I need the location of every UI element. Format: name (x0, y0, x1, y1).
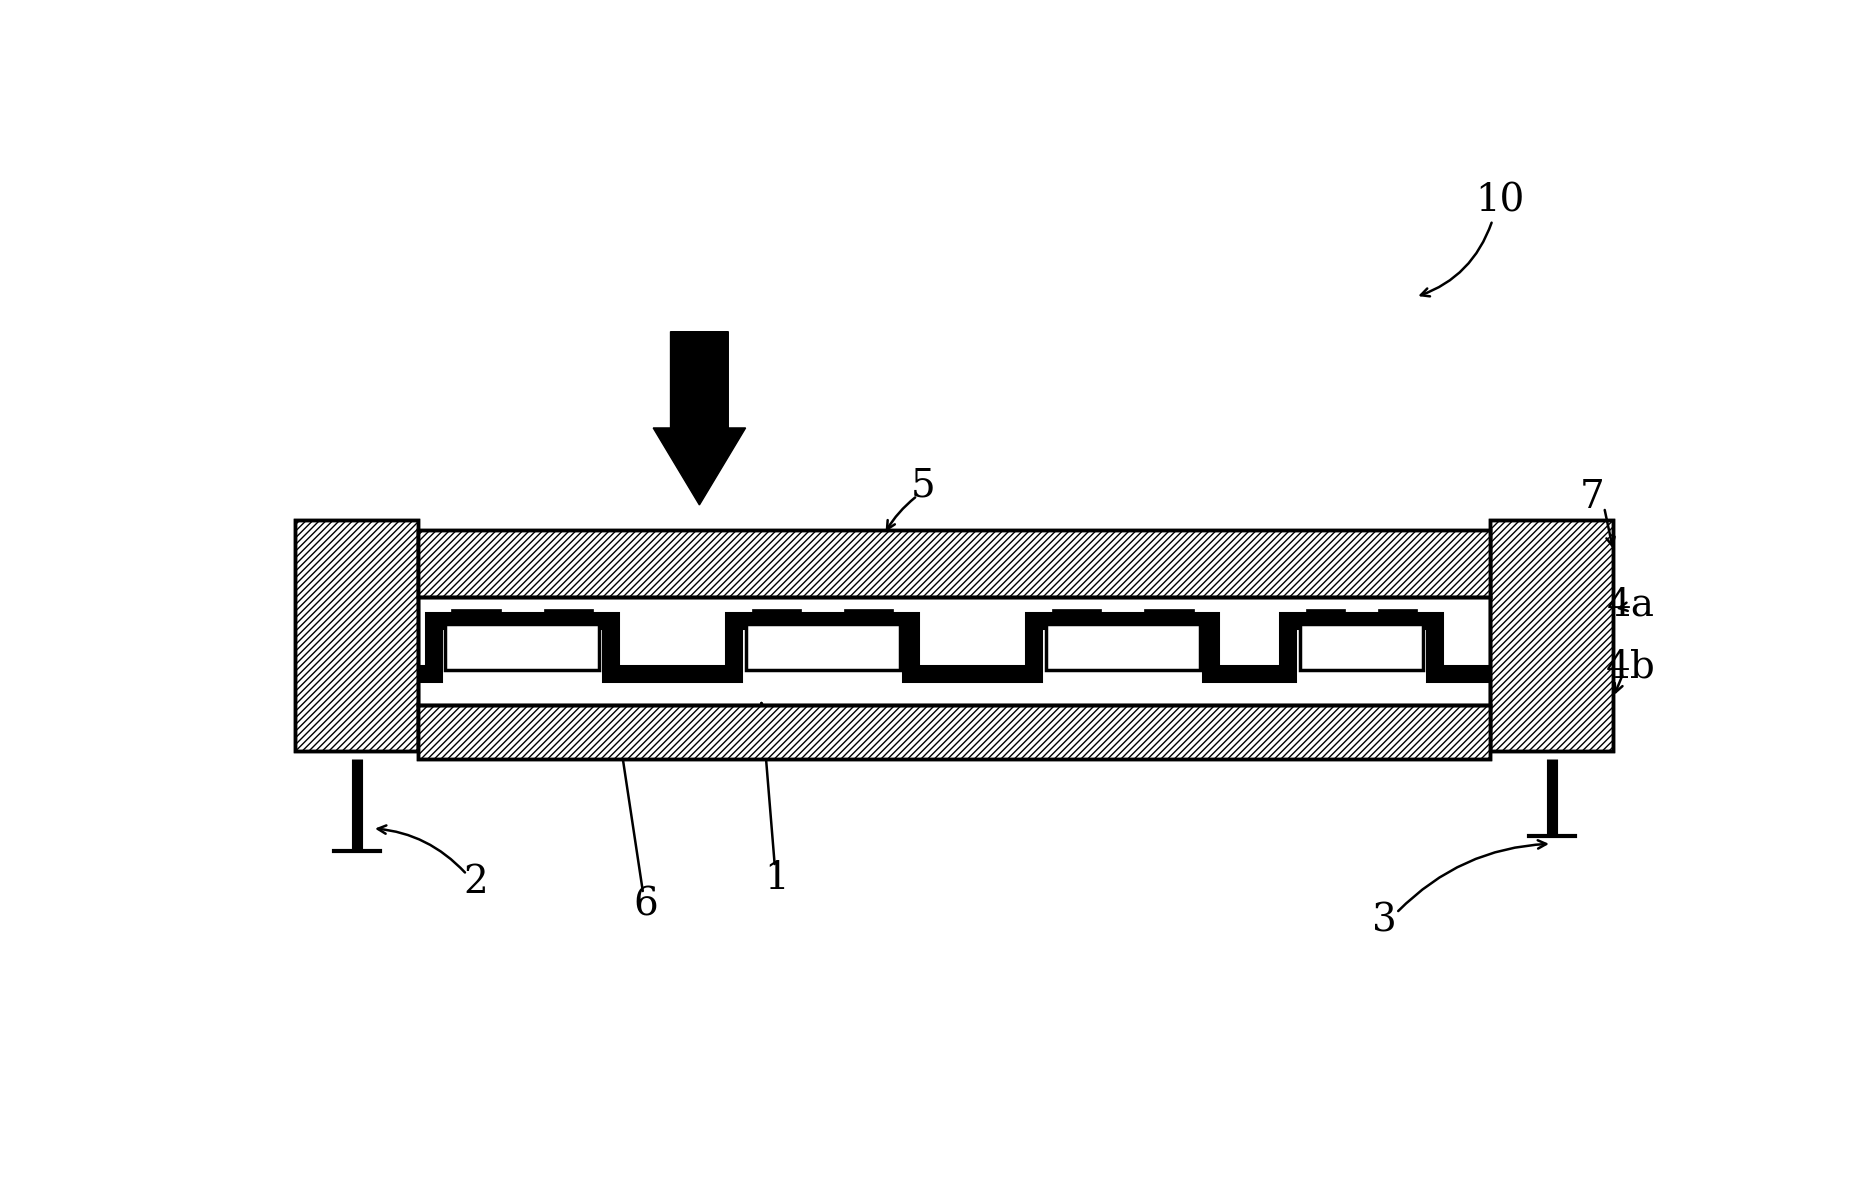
Bar (419, 706, 1490, 759)
Text: 1: 1 (763, 859, 789, 896)
Text: 4b: 4b (1607, 648, 1655, 685)
Bar (1145, 609, 1194, 625)
Bar (1046, 625, 1199, 670)
Bar (1490, 521, 1612, 751)
Bar (419, 706, 1490, 759)
Bar (544, 609, 594, 625)
Bar (419, 597, 1490, 706)
Text: 4a: 4a (1607, 586, 1655, 623)
Bar (1052, 609, 1100, 625)
Bar (451, 609, 501, 625)
Bar (445, 625, 600, 670)
Bar (296, 521, 419, 751)
Text: 6: 6 (633, 887, 657, 924)
Bar (1490, 521, 1612, 751)
Bar (745, 625, 899, 670)
Text: 5: 5 (911, 467, 935, 504)
Text: 2: 2 (464, 864, 488, 901)
Bar (1300, 625, 1423, 670)
Bar (419, 530, 1490, 597)
Text: 10: 10 (1475, 182, 1525, 219)
Text: 7: 7 (1581, 479, 1605, 516)
Bar (296, 521, 419, 751)
Bar (1305, 609, 1346, 625)
Polygon shape (654, 331, 745, 505)
Text: 3: 3 (1372, 902, 1396, 939)
Bar (843, 609, 894, 625)
Bar (419, 530, 1490, 597)
Bar (1378, 609, 1417, 625)
Bar (752, 609, 801, 625)
